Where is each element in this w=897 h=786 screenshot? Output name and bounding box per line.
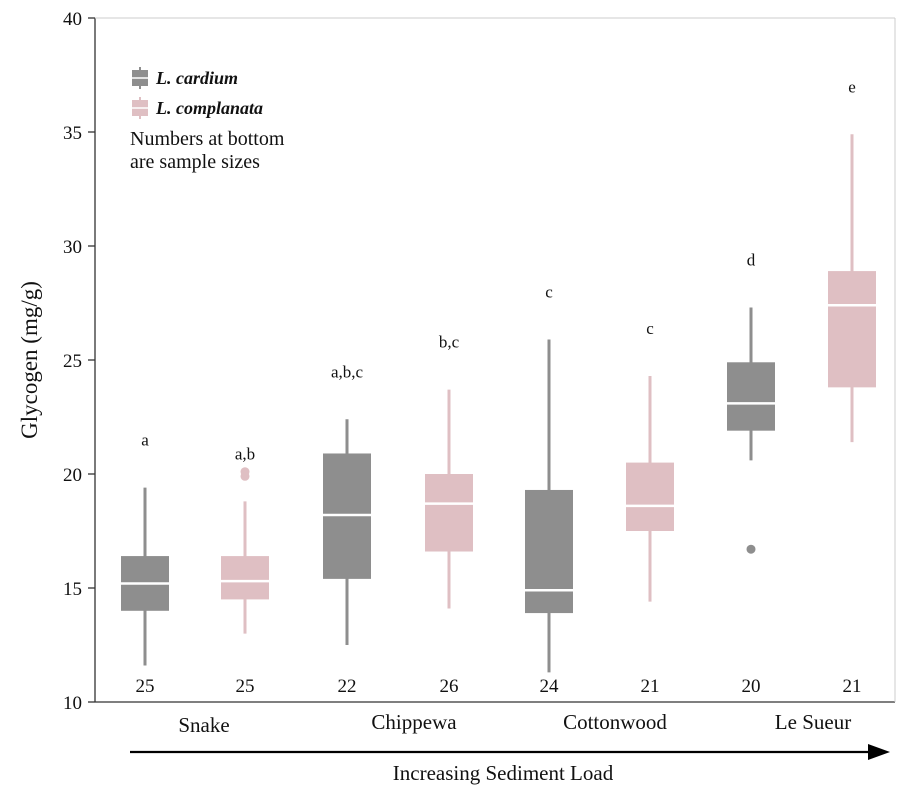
legend-note-line-2: are sample sizes [130, 151, 260, 173]
sample-size-label-0: 25 [136, 676, 155, 697]
iqr-box-6 [727, 362, 775, 431]
y-tick-label-5: 35 [63, 123, 82, 144]
sample-size-label-6: 20 [742, 676, 761, 697]
y-tick-label-2: 20 [63, 465, 82, 486]
legend-entry-complanata: L. complanata [132, 97, 263, 119]
sediment-load-arrow [130, 744, 890, 760]
significance-label-7: e [848, 77, 856, 96]
box-7: e 21 [828, 77, 876, 697]
y-tick-label-4: 30 [63, 237, 82, 258]
iqr-box-1 [221, 556, 269, 600]
site-label-le-sueur: Le Sueur [775, 710, 851, 734]
significance-label-5: c [646, 319, 654, 338]
iqr-box-3 [425, 474, 473, 552]
y-axis-ticks: 10 15 20 25 30 35 40 [63, 9, 95, 714]
y-axis-title: Glycogen (mg/g) [17, 281, 42, 439]
box-2: a,b,c 22 [323, 362, 371, 697]
box-series: a 25 a,b 25 a,b,c 22 b,c 26 c 24 c 21 d 20 e 21 [121, 77, 876, 697]
iqr-box-7 [828, 271, 876, 388]
site-label-chippewa: Chippewa [371, 710, 457, 734]
significance-label-3: b,c [439, 333, 460, 352]
iqr-box-4 [525, 489, 573, 614]
y-tick-label-0: 10 [63, 693, 82, 714]
site-label-cottonwood: Cottonwood [563, 710, 667, 734]
legend-note-line-1: Numbers at bottom [130, 128, 285, 150]
sample-size-label-4: 24 [540, 676, 560, 697]
box-3: b,c 26 [425, 333, 473, 697]
outlier-1-1 [240, 467, 250, 477]
y-tick-label-3: 25 [63, 351, 82, 372]
significance-label-1: a,b [235, 444, 255, 463]
sample-size-label-1: 25 [236, 676, 255, 697]
significance-label-6: d [747, 251, 756, 270]
iqr-box-5 [626, 462, 674, 531]
outlier-6-0 [746, 544, 756, 554]
y-tick-label-1: 15 [63, 579, 82, 600]
sample-size-label-5: 21 [641, 676, 660, 697]
y-tick-label-6: 40 [63, 9, 82, 30]
sample-size-label-7: 21 [843, 676, 862, 697]
significance-label-4: c [545, 282, 553, 301]
x-direction-label: Increasing Sediment Load [393, 761, 614, 785]
box-1: a,b 25 [221, 444, 269, 697]
box-0: a 25 [121, 431, 169, 697]
sediment-arrow-head [868, 744, 890, 760]
box-4: c 24 [525, 282, 573, 697]
significance-label-0: a [141, 431, 149, 450]
sample-size-label-2: 22 [338, 676, 357, 697]
legend-entry-cardium: L. cardium [132, 67, 238, 89]
site-label-snake: Snake [178, 713, 229, 737]
legend: L. cardium L. complanata Numbers at bott… [130, 67, 285, 173]
box-5: c 21 [626, 319, 674, 697]
legend-label-complanata: L. complanata [155, 98, 263, 118]
box-6: d 20 [727, 251, 775, 697]
legend-label-cardium: L. cardium [155, 68, 238, 88]
sample-size-label-3: 26 [440, 676, 459, 697]
significance-label-2: a,b,c [331, 362, 364, 381]
